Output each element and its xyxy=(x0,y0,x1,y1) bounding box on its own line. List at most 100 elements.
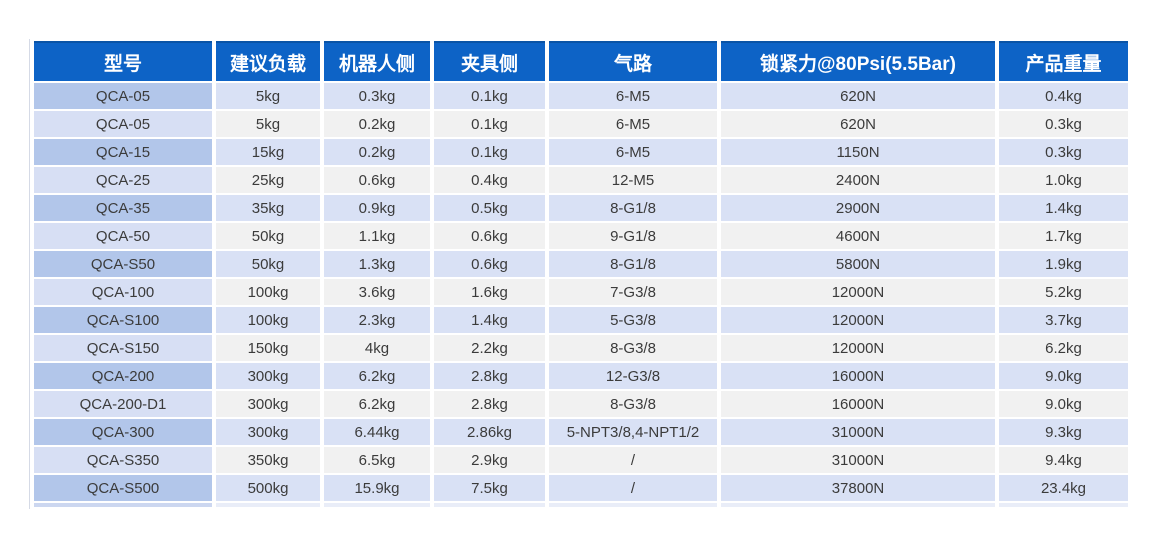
table-cell: 0.5kg xyxy=(434,195,545,221)
table-cell xyxy=(434,503,545,507)
table-cell: 6.5kg xyxy=(324,447,430,473)
table-cell: 3.6kg xyxy=(324,279,430,305)
model-cell: QCA-300 xyxy=(34,419,212,445)
table-cell: 500kg xyxy=(216,475,320,501)
table-cell: 23.4kg xyxy=(999,475,1128,501)
model-cell: QCA-200 xyxy=(34,363,212,389)
table-cell: 8-G3/8 xyxy=(549,335,717,361)
table-cell: 3.7kg xyxy=(999,307,1128,333)
model-cell: QCA-25 xyxy=(34,167,212,193)
table-cell: 0.2kg xyxy=(324,111,430,137)
table-cell: 2.8kg xyxy=(434,391,545,417)
table-cell: 4600N xyxy=(721,223,995,249)
model-cell: QCA-05 xyxy=(34,83,212,109)
table-cell xyxy=(34,503,212,507)
table-cell: 2400N xyxy=(721,167,995,193)
table-cell: 12-M5 xyxy=(549,167,717,193)
table-cell: 9.4kg xyxy=(999,447,1128,473)
table-cell: 7-G3/8 xyxy=(549,279,717,305)
table-cell: 2900N xyxy=(721,195,995,221)
table-cell: / xyxy=(549,447,717,473)
table-cell: 1.0kg xyxy=(999,167,1128,193)
table-cell: 1.3kg xyxy=(324,251,430,277)
model-cell: QCA-15 xyxy=(34,139,212,165)
table-cell: 2.2kg xyxy=(434,335,545,361)
table-cell: 6.2kg xyxy=(999,335,1128,361)
model-cell: QCA-S150 xyxy=(34,335,212,361)
table-row: QCA-25 25kg 0.6kg 0.4kg 12-M5 2400N 1.0kg xyxy=(34,167,1128,193)
table-cell: 0.9kg xyxy=(324,195,430,221)
table-cell: 12-G3/8 xyxy=(549,363,717,389)
model-cell: QCA-S100 xyxy=(34,307,212,333)
table-cell: 37800N xyxy=(721,475,995,501)
table-cell: 1150N xyxy=(721,139,995,165)
table-cell: 300kg xyxy=(216,363,320,389)
table-row: QCA-15 15kg 0.2kg 0.1kg 6-M5 1150N 0.3kg xyxy=(34,139,1128,165)
table-cell: 0.1kg xyxy=(434,111,545,137)
table-cell: 6-M5 xyxy=(549,139,717,165)
model-cell: QCA-05 xyxy=(34,111,212,137)
table-cell: 15.9kg xyxy=(324,475,430,501)
table-cell xyxy=(324,503,430,507)
table-cell: 15kg xyxy=(216,139,320,165)
table-cell: 0.6kg xyxy=(434,251,545,277)
table-cell: 6.2kg xyxy=(324,363,430,389)
table-row: QCA-200 300kg 6.2kg 2.8kg 12-G3/8 16000N 9.0kg xyxy=(34,363,1128,389)
table-cell: 0.3kg xyxy=(999,139,1128,165)
table-cell: 1.6kg xyxy=(434,279,545,305)
table-cell: 8-G3/8 xyxy=(549,391,717,417)
column-header-4: 夹具侧 xyxy=(434,41,545,81)
model-cell: QCA-100 xyxy=(34,279,212,305)
table-cell: 0.3kg xyxy=(999,111,1128,137)
table-cell: 0.1kg xyxy=(434,139,545,165)
table-row: QCA-200-D1 300kg 6.2kg 2.8kg 8-G3/8 16000N 9.0… xyxy=(34,391,1128,417)
table-row: QCA-100 100kg 3.6kg 1.6kg 7-G3/8 12000N 5.2kg xyxy=(34,279,1128,305)
table-cell: 25kg xyxy=(216,167,320,193)
table-row: QCA-S150 150kg 4kg 2.2kg 8-G3/8 12000N 6.2kg xyxy=(34,335,1128,361)
table-cell: 6-M5 xyxy=(549,83,717,109)
table-cell: / xyxy=(549,475,717,501)
table-cell: 2.86kg xyxy=(434,419,545,445)
model-cell: QCA-35 xyxy=(34,195,212,221)
table-cell: 6-M5 xyxy=(549,111,717,137)
table-cell xyxy=(549,503,717,507)
table-cell: 620N xyxy=(721,83,995,109)
model-cell: QCA-200-D1 xyxy=(34,391,212,417)
table-row: QCA-300 300kg 6.44kg 2.86kg 5-NPT3/8,4-NPT1/… xyxy=(34,419,1128,445)
table-cell: 6.44kg xyxy=(324,419,430,445)
table-cell: 0.2kg xyxy=(324,139,430,165)
table-cell: 31000N xyxy=(721,419,995,445)
table-cell: 5800N xyxy=(721,251,995,277)
column-header-6: 锁紧力@80Psi(5.5Bar) xyxy=(721,41,995,81)
table-cell: 0.6kg xyxy=(324,167,430,193)
table-cell: 12000N xyxy=(721,335,995,361)
column-header-2: 建议负载 xyxy=(216,41,320,81)
table-row: QCA-05 5kg 0.2kg 0.1kg 6-M5 620N 0.3kg xyxy=(34,111,1128,137)
table-cell: 9.0kg xyxy=(999,391,1128,417)
table-cell xyxy=(721,503,995,507)
table-cell xyxy=(216,503,320,507)
table-cell: 620N xyxy=(721,111,995,137)
model-cell: QCA-S500 xyxy=(34,475,212,501)
table-header-row: 型号 建议负载 机器人侧 夹具侧 气路 锁紧力@80Psi(5.5Bar) 产品重量 xyxy=(34,41,1128,81)
table-cell: 8-G1/8 xyxy=(549,195,717,221)
table-cell: 0.3kg xyxy=(324,83,430,109)
table-row: QCA-S500 500kg 15.9kg 7.5kg/37800N 23.4kg xyxy=(34,475,1128,501)
table-cell: 31000N xyxy=(721,447,995,473)
cropped-next-row xyxy=(34,503,1128,507)
column-header-5: 气路 xyxy=(549,41,717,81)
table-cell: 1.7kg xyxy=(999,223,1128,249)
table-cell: 16000N xyxy=(721,363,995,389)
table-cell: 100kg xyxy=(216,279,320,305)
table-cell: 0.1kg xyxy=(434,83,545,109)
column-header-1: 型号 xyxy=(34,41,212,81)
table-cell: 1.4kg xyxy=(434,307,545,333)
table-row: QCA-S350 350kg 6.5kg 2.9kg/31000N 9.4kg xyxy=(34,447,1128,473)
table-cell: 5kg xyxy=(216,111,320,137)
table-cell: 5-NPT3/8,4-NPT1/2 xyxy=(549,419,717,445)
table-cell: 0.4kg xyxy=(434,167,545,193)
table-cell: 50kg xyxy=(216,251,320,277)
table-cell: 350kg xyxy=(216,447,320,473)
table-cell: 1.9kg xyxy=(999,251,1128,277)
